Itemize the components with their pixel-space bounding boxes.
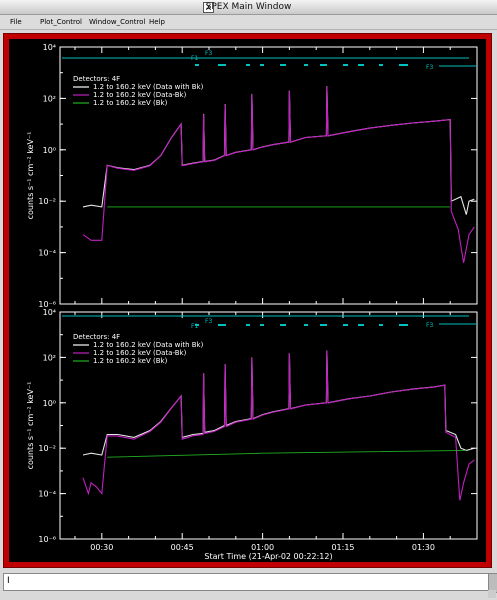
legend-entry: 1.2 to 160.2 keV (Data-Bk) (93, 91, 187, 99)
legend-entry: 1.2 to 160.2 keV (Data with Bk) (93, 83, 204, 91)
y-tick-label: 10² (43, 94, 56, 103)
y-tick-label: 10⁴ (43, 308, 56, 317)
x-tick-label: 00:30 (90, 543, 113, 552)
legend-entry: 1.2 to 160.2 keV (Data-Bk) (93, 349, 187, 357)
status-text: I (7, 576, 10, 586)
menu-plot-control[interactable]: Plot_Control (40, 18, 82, 26)
x-window-icon: X (203, 2, 214, 13)
attenuator-label: F3 (426, 64, 433, 71)
menu-file[interactable]: File (10, 18, 22, 26)
y-tick-label: 10⁰ (43, 146, 56, 155)
y-tick-label: 10² (43, 353, 56, 362)
x-tick-label: 01:00 (251, 543, 274, 552)
bottom-panel: 10⁴ 10² 10⁰ 10⁻² 10⁻⁴ 10⁻⁶ F1 F3 F3 Detectors: 4F… (26, 308, 478, 561)
y-tick-label: 10⁻⁴ (38, 249, 56, 258)
series-line (82, 350, 475, 501)
plot-window[interactable]: 10⁴ 10² 10⁰ 10⁻² 10⁻⁴ 10⁻⁶ F1 F3 F3 Detectors: 4F… (9, 39, 486, 562)
y-tick-label: 10⁻⁶ (38, 535, 56, 544)
legend-entry: 1.2 to 160.2 keV (Bk) (93, 99, 168, 107)
top-panel: 10⁴ 10² 10⁰ 10⁻² 10⁻⁴ 10⁻⁶ F1 F3 F3 Detectors: 4F… (26, 43, 478, 309)
title-bar: X SPEX Main Window (0, 0, 497, 15)
status-field[interactable]: I (3, 573, 489, 591)
series-line (82, 86, 475, 263)
menu-bar: File Plot_Control Window_Control Help (0, 15, 497, 30)
attenuator-label: F3 (205, 50, 212, 57)
y-tick-label: 10⁻² (38, 197, 56, 206)
y-tick-label: 10⁻² (38, 444, 56, 453)
legend-entry: 1.2 to 160.2 keV (Bk) (93, 357, 168, 365)
y-axis-label: counts s⁻¹ cm⁻² keV⁻¹ (26, 132, 35, 220)
y-tick-label: 10⁻⁶ (38, 300, 56, 309)
y-tick-label: 10⁴ (43, 43, 56, 52)
lightcurve-plot: 10⁴ 10² 10⁰ 10⁻² 10⁻⁴ 10⁻⁶ F1 F3 F3 Detectors: 4F… (26, 43, 478, 561)
x-tick-label: 00:45 (171, 543, 194, 552)
legend-title: Detectors: 4F (73, 75, 120, 83)
legend-title: Detectors: 4F (73, 333, 120, 341)
attenuator-label: F3 (426, 322, 433, 329)
window-title: SPEX Main Window (205, 2, 292, 12)
x-tick-label: 01:30 (412, 543, 435, 552)
plot-frame: 10⁴ 10² 10⁰ 10⁻² 10⁻⁴ 10⁻⁶ F1 F3 F3 Detectors: 4F… (3, 33, 492, 568)
x-axis-label: Start Time (21-Apr-02 00:22:12) (204, 552, 332, 561)
series-line (107, 449, 467, 458)
y-tick-label: 10⁰ (43, 399, 56, 408)
legend-entry: 1.2 to 160.2 keV (Data with Bk) (93, 341, 204, 349)
menu-help[interactable]: Help (149, 18, 165, 26)
series-line (82, 350, 475, 456)
y-axis-label: counts s⁻¹ cm⁻² keV⁻¹ (26, 382, 35, 470)
resize-grip[interactable] (488, 590, 496, 598)
attenuator-label: F1 (191, 55, 198, 62)
attenuator-label: F3 (205, 318, 212, 325)
y-tick-label: 10⁻⁴ (38, 490, 56, 499)
menu-window-control[interactable]: Window_Control (89, 18, 146, 26)
x-tick-label: 01:15 (331, 543, 354, 552)
attenuator-label: F1 (191, 323, 198, 330)
